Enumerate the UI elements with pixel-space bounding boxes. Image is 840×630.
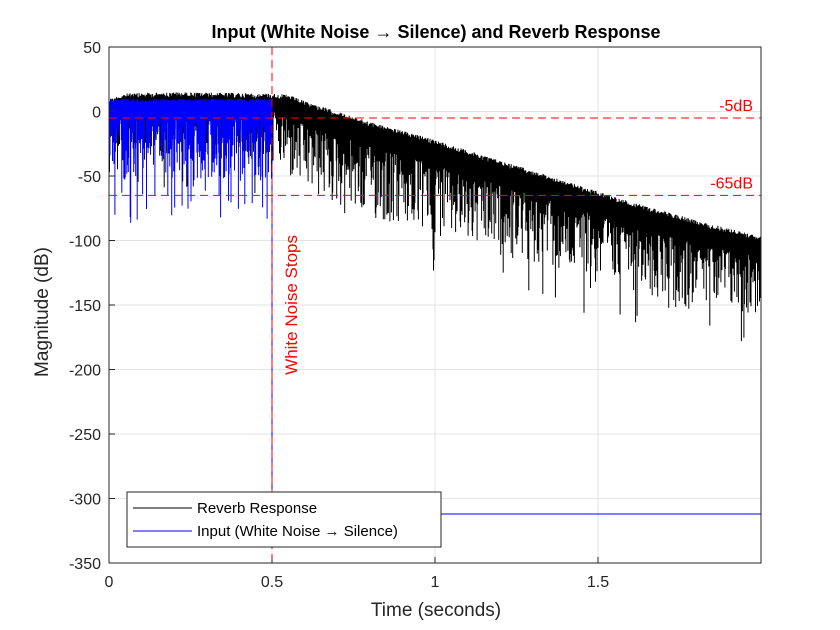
y-tick-label-8: -350 <box>69 556 101 573</box>
y-tick-label-2: -50 <box>78 169 101 186</box>
axes <box>108 46 762 564</box>
x-tick-label-0: 0 <box>105 574 114 591</box>
legend: Reverb Response Input (White Noise → Sil… <box>126 491 442 548</box>
y-tick-label-0: 50 <box>83 40 101 57</box>
x-tick-label-1: 0.5 <box>261 574 283 591</box>
y-tick-label-3: -100 <box>69 234 101 251</box>
series-input-noise <box>108 98 273 223</box>
ref-label-0: -5dB <box>719 98 753 115</box>
vertical-ref-label: White Noise Stops <box>282 235 301 375</box>
y-tick-label-5: -200 <box>69 363 101 380</box>
legend-label-reverb: Reverb Response <box>197 500 317 517</box>
y-tick-label-1: 0 <box>92 105 101 122</box>
x-axis-label: Time (seconds) <box>371 600 501 621</box>
legend-box <box>126 491 442 548</box>
ref-label-1: -65dB <box>710 175 753 192</box>
tick-labels: 0 0.5 1 1.5 50 0 -50 -100 -150 -200 -250 -300 -350 <box>69 40 609 591</box>
reference-lines: -5dB -65dB White Noise Stops <box>109 47 761 563</box>
x-tick-label-2: 1 <box>431 574 440 591</box>
legend-label-input: Input (White Noise → Silence) <box>197 523 398 540</box>
y-tick-label-7: -300 <box>69 492 101 509</box>
y-axis-label: Magnitude (dB) <box>32 247 53 377</box>
y-tick-label-4: -150 <box>69 298 101 315</box>
x-tick-label-3: 1.5 <box>587 574 609 591</box>
chart-title: Input (White Noise → Silence) and Reverb… <box>211 22 660 42</box>
y-tick-label-6: -250 <box>69 427 101 444</box>
